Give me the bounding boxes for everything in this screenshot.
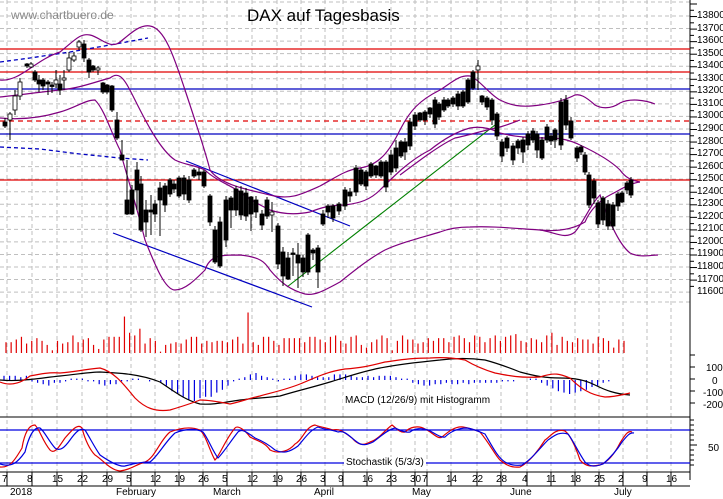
price-tick-label: 11600 — [697, 286, 723, 298]
panel-frame — [0, 0, 691, 487]
month-label: July — [614, 487, 632, 498]
price-tick-label: 12600 — [697, 160, 723, 172]
price-tick-label: 12100 — [697, 223, 723, 235]
price-tick-label: 13000 — [697, 110, 723, 122]
day-tick-label: 7 — [2, 474, 8, 485]
candlesticks — [2, 40, 634, 288]
day-tick-label: 26 — [296, 474, 308, 485]
day-tick-label: 19 — [272, 474, 284, 485]
price-tick-label: 12300 — [697, 198, 723, 210]
day-tick-label: 25 — [594, 474, 606, 485]
month-label: March — [213, 487, 241, 498]
day-tick-label: 26 — [198, 474, 210, 485]
macd-tick-0: 0 — [712, 376, 718, 387]
day-tick-label: 5 — [222, 474, 228, 485]
day-tick-label: 5 — [126, 474, 132, 485]
day-tick-label: 8 — [27, 474, 33, 485]
day-tick-label: 30 — [410, 474, 422, 485]
axis-ticks — [6, 3, 697, 486]
price-tick-label: 12800 — [697, 135, 723, 147]
watermark: www.chartbuero.de — [11, 8, 114, 22]
price-tick-label: 13600 — [697, 35, 723, 47]
price-tick-label: 12400 — [697, 185, 723, 197]
chart-title: DAX auf Tagesbasis — [247, 6, 400, 25]
price-tick-label: 11700 — [697, 273, 723, 285]
day-tick-label: 12 — [150, 474, 162, 485]
price-tick-label: 13200 — [697, 85, 723, 97]
day-tick-label: 11 — [546, 474, 557, 485]
price-tick-label: 12200 — [697, 210, 723, 222]
day-tick-label: 22 — [77, 474, 89, 485]
stochastic-label: Stochastik (5/3/3) — [344, 457, 426, 468]
price-tick-label: 13300 — [697, 72, 723, 84]
day-tick-label: 14 — [446, 474, 458, 485]
day-tick-label: 9 — [642, 474, 648, 485]
day-tick-label: 9 — [338, 474, 344, 485]
macd-tick-minus100: -100 — [703, 388, 723, 399]
price-tick-label: 11900 — [697, 248, 723, 260]
price-tick-label: 13800 — [697, 10, 723, 21]
stoch-tick-50: 50 — [708, 443, 720, 454]
bollinger-lower-right — [399, 119, 659, 257]
price-tick-label: 13500 — [697, 47, 723, 59]
month-label: April — [314, 487, 335, 498]
price-tick-label: 12000 — [697, 235, 723, 247]
day-tick-label: 12 — [247, 474, 259, 485]
day-tick-label: 2 — [618, 474, 624, 485]
price-tick-label: 12500 — [697, 173, 723, 185]
macd-tick-minus200: -200 — [703, 400, 723, 411]
macd-label: MACD (12/26/9) mit Histogramm — [343, 395, 493, 406]
day-tick-label: 4 — [522, 474, 528, 485]
price-tick-label: 11800 — [697, 261, 723, 272]
price-tick-label: 12900 — [697, 122, 723, 134]
day-tick-label: 16 — [362, 474, 374, 485]
month-label: 2018 — [10, 487, 33, 498]
day-tick-label: 3 — [320, 474, 326, 485]
day-tick-label: 7 — [422, 474, 428, 485]
month-label: June — [510, 487, 532, 498]
price-tick-label: 13100 — [697, 97, 723, 109]
day-tick-label: 23 — [386, 474, 398, 485]
day-tick-label: 16 — [666, 474, 678, 485]
macd-panel — [0, 357, 631, 412]
trendlines — [0, 37, 496, 308]
price-tick-label: 12700 — [697, 148, 723, 160]
volume-bars — [5, 312, 625, 353]
month-label: February — [116, 487, 157, 498]
day-tick-label: 19 — [174, 474, 186, 485]
day-tick-label: 18 — [570, 474, 582, 485]
price-tick-label: 13700 — [697, 22, 723, 34]
day-tick-label: 29 — [102, 474, 114, 485]
macd-tick-100: 100 — [706, 363, 723, 374]
day-tick-label: 22 — [472, 474, 484, 485]
price-tick-label: 13400 — [697, 60, 723, 72]
day-tick-label: 28 — [496, 474, 508, 485]
month-label: May — [412, 487, 431, 498]
day-tick-label: 15 — [52, 474, 64, 485]
